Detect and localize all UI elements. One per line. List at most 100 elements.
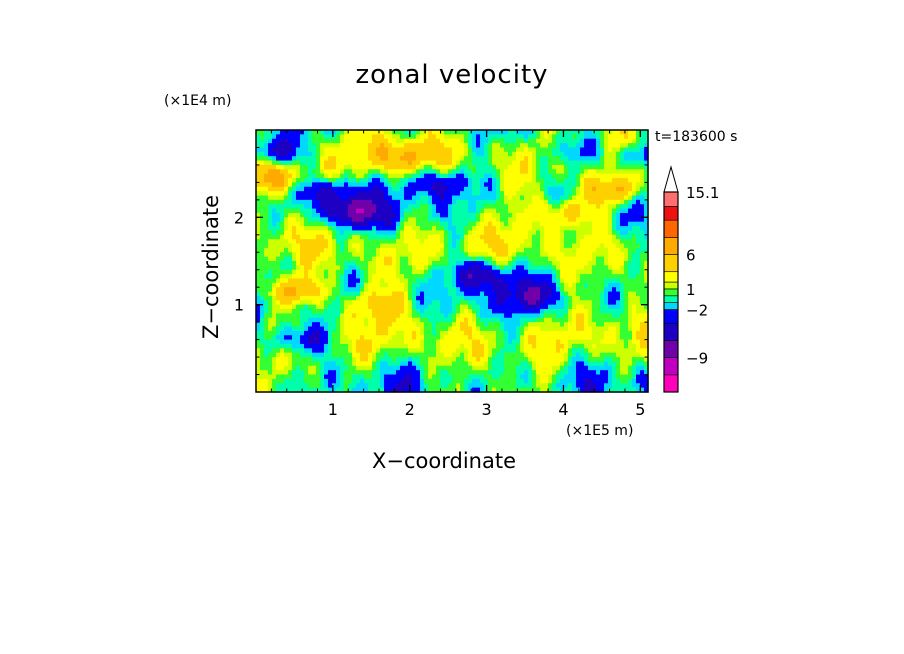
field-cell	[416, 252, 421, 258]
field-cell	[508, 317, 513, 323]
field-cell	[456, 278, 461, 284]
field-cell	[428, 156, 433, 162]
field-cell	[572, 147, 577, 153]
field-cell	[564, 130, 569, 135]
field-cell	[584, 199, 589, 205]
field-cell	[264, 221, 269, 227]
field-cell	[480, 212, 485, 218]
field-cell	[400, 208, 405, 214]
field-cell	[436, 199, 441, 205]
field-cell	[456, 230, 461, 236]
field-cell	[500, 199, 505, 205]
field-cell	[600, 335, 605, 341]
field-cell	[268, 265, 273, 271]
field-cell	[296, 160, 301, 166]
field-cell	[372, 291, 377, 297]
field-cell	[592, 143, 597, 149]
field-cell	[272, 186, 277, 192]
field-cell	[612, 230, 617, 236]
field-cell	[488, 330, 493, 336]
field-cell	[444, 221, 449, 227]
field-cell	[472, 160, 477, 166]
field-cell	[276, 230, 281, 236]
field-cell	[440, 343, 445, 349]
field-cell	[496, 199, 501, 205]
field-cell	[632, 164, 637, 170]
field-cell	[324, 287, 329, 293]
field-cell	[308, 195, 313, 201]
field-cell	[452, 300, 457, 306]
field-cell	[584, 291, 589, 297]
field-cell	[288, 208, 293, 214]
field-cell	[644, 309, 649, 314]
field-cell	[484, 212, 489, 218]
field-cell	[392, 295, 397, 301]
field-cell	[516, 247, 521, 253]
field-cell	[624, 226, 629, 232]
field-cell	[584, 195, 589, 201]
field-cell	[584, 243, 589, 249]
field-cell	[432, 287, 437, 293]
field-cell	[428, 313, 433, 319]
field-cell	[356, 343, 361, 349]
field-cell	[348, 295, 353, 301]
field-cell	[368, 304, 373, 310]
field-cell	[520, 186, 525, 192]
field-cell	[600, 134, 605, 140]
field-cell	[512, 269, 517, 275]
field-cell	[268, 164, 273, 170]
field-cell	[268, 300, 273, 306]
field-cell	[268, 343, 273, 349]
field-cell	[432, 239, 437, 245]
field-cell	[316, 143, 321, 149]
field-cell	[456, 247, 461, 253]
field-cell	[256, 226, 261, 232]
field-cell	[444, 195, 449, 201]
field-cell	[556, 339, 561, 345]
field-cell	[320, 239, 325, 245]
field-cell	[564, 304, 569, 310]
field-cell	[448, 265, 453, 271]
field-cell	[348, 191, 353, 197]
field-cell	[432, 335, 437, 341]
field-cell	[616, 252, 621, 258]
field-cell	[424, 335, 429, 341]
field-cell	[364, 348, 369, 354]
field-cell	[436, 204, 441, 210]
field-cell	[516, 291, 521, 297]
field-cell	[500, 143, 505, 149]
field-cell	[584, 182, 589, 188]
field-cell	[588, 130, 593, 135]
field-cell	[596, 143, 601, 149]
field-cell	[584, 221, 589, 227]
field-cell	[440, 335, 445, 341]
field-cell	[628, 130, 633, 135]
field-cell	[376, 147, 381, 153]
field-cell	[440, 265, 445, 271]
field-cell	[476, 182, 481, 188]
field-cell	[604, 204, 609, 210]
field-cell	[628, 256, 633, 262]
field-cell	[300, 343, 305, 349]
field-cell	[524, 208, 529, 214]
field-cell	[368, 182, 373, 188]
field-cell	[456, 256, 461, 262]
field-cell	[600, 212, 605, 218]
field-cell	[280, 252, 285, 258]
field-cell	[284, 212, 289, 218]
field-cell	[540, 256, 545, 262]
field-cell	[588, 300, 593, 306]
field-cell	[384, 278, 389, 284]
field-cell	[644, 269, 649, 275]
field-cell	[624, 138, 629, 144]
field-cell	[424, 239, 429, 245]
field-cell	[260, 178, 265, 183]
field-cell	[588, 134, 593, 140]
field-cell	[476, 164, 481, 170]
field-cell	[388, 243, 393, 249]
field-cell	[644, 322, 649, 328]
field-cell	[312, 269, 317, 275]
field-cell	[460, 195, 465, 201]
field-cell	[532, 186, 537, 192]
field-cell	[260, 261, 265, 266]
